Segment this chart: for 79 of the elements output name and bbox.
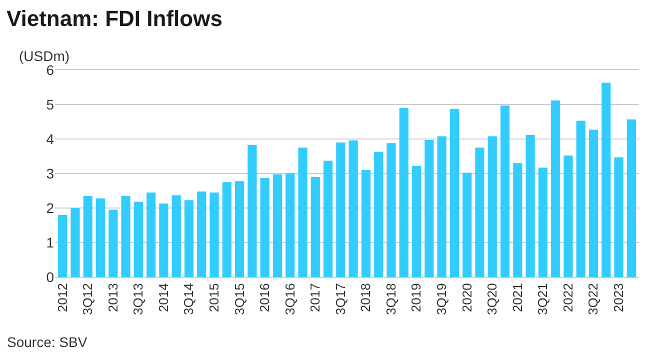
x-tick-label: 2014 [156,283,171,312]
bar [121,196,130,277]
bar [538,168,548,277]
chart-title: Vietnam: FDI Inflows [6,6,222,32]
x-tick-label: 2022 [560,283,576,312]
bar [272,174,282,277]
x-tick-label: 3Q17 [332,283,348,316]
bar [424,140,434,277]
bar [58,214,68,277]
bar [159,204,168,277]
x-tick-label: 3Q20 [484,283,500,316]
x-tick-label: 3Q22 [586,283,601,316]
bar [374,152,384,277]
bar [386,143,396,277]
bar [172,195,181,277]
bar [184,200,194,277]
y-tick-label: 5 [46,96,54,112]
bar [70,208,80,277]
bar [462,172,472,277]
bar [626,119,636,277]
bar [134,202,143,277]
bar [210,192,219,277]
bar [488,136,497,277]
y-axis-title: (USDm) [19,48,70,64]
bar [235,181,244,277]
y-tick-label: 6 [46,62,54,78]
bar [197,191,206,277]
bar [348,140,358,277]
bar [551,100,560,277]
x-tick-label: 2020 [459,283,474,312]
x-tick-label: 2023 [610,283,626,312]
bar [450,108,459,277]
bar [286,174,295,277]
y-tick-label: 2 [46,200,54,216]
bar [222,182,232,277]
bar [83,196,92,277]
bar [588,130,598,277]
bar [336,142,346,277]
x-tick-label: 2018 [358,283,374,312]
x-tick-label: 2019 [408,283,424,312]
bar [361,170,371,277]
x-tick-label: 2021 [510,283,525,312]
bar [298,148,308,277]
x-tick-label: 3Q19 [434,283,450,316]
bar [500,106,510,277]
bar [248,144,257,277]
x-tick-label: 2016 [257,283,272,312]
bar [310,176,320,277]
bar [323,160,333,277]
bar [513,163,522,277]
bar [437,136,446,277]
x-tick-label: 3Q15 [232,283,247,316]
bar [146,192,156,277]
x-tick-label: 3Q14 [181,283,196,316]
bar [96,198,106,277]
bar [412,166,422,277]
bar [564,156,573,277]
x-tick-label: 2012 [54,283,70,312]
y-tick-label: 0 [46,268,54,285]
x-tick-label: 3Q16 [282,283,298,316]
source-note: Source: SBV [7,334,88,350]
y-tick-label: 3 [46,165,54,182]
x-tick-label: 3Q21 [535,283,550,316]
bar [260,178,270,277]
y-tick-label: 4 [46,130,54,147]
x-tick-label: 2013 [105,283,120,312]
x-tick-label: 3Q18 [383,283,398,316]
bar [399,108,408,277]
y-tick-label: 1 [46,234,54,250]
x-tick-label: 3Q13 [130,283,146,316]
bar [602,82,611,277]
bar [576,120,586,277]
bar [108,210,118,277]
x-tick-label: 2015 [206,283,222,312]
bar [475,148,484,277]
x-tick-label: 2017 [308,283,323,312]
x-tick-label: 3Q12 [80,283,96,316]
bar [526,134,535,277]
bar [614,157,624,277]
